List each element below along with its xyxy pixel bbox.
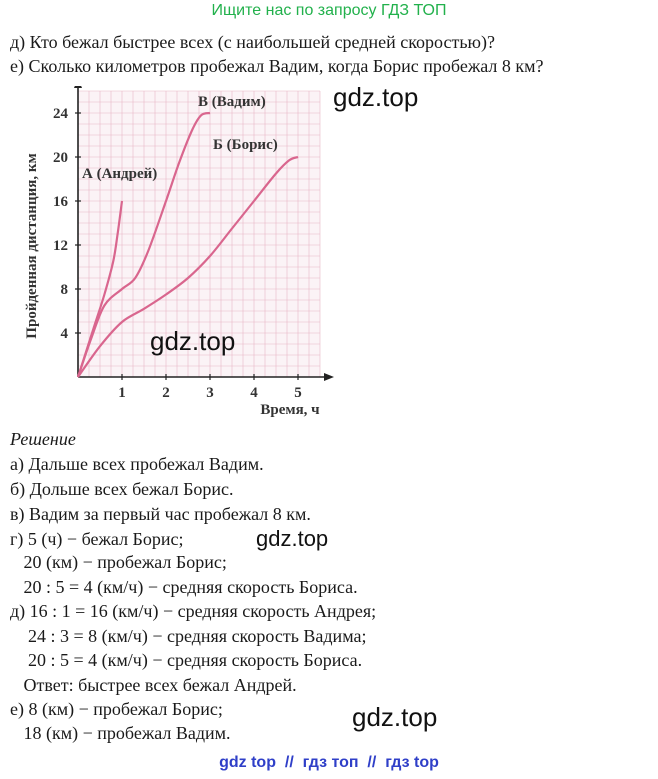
footer-separator: // xyxy=(284,754,294,771)
distance-time-chart: 1 2 3 4 5 4 8 12 16 20 24 Время, ч Пройденная дистан… xyxy=(10,78,340,426)
question-d: д) Кто бежал быстрее всех (с наибольшей … xyxy=(10,32,495,52)
y-tick-label: 4 xyxy=(61,326,69,342)
watermark: gdz.top xyxy=(333,82,419,112)
solution-line: б) Дольше всех бежал Борис. xyxy=(10,479,234,499)
x-tick-label: 3 xyxy=(206,385,214,401)
y-tick-label: 16 xyxy=(53,194,69,210)
solution-line: 20 (км) − пробежал Борис; xyxy=(10,552,227,572)
footer-separator: // xyxy=(367,754,377,771)
watermark: gdz.top xyxy=(150,326,236,356)
solution-line: а) Дальше всех пробежал Вадим. xyxy=(10,454,264,474)
x-axis-arrow xyxy=(324,373,334,381)
solution-line: д) 16 : 1 = 16 (км/ч) − средняя скорость… xyxy=(10,601,377,621)
y-tick-label: 24 xyxy=(53,106,69,122)
site-banner: Ищите нас по запросу ГДЗ ТОП xyxy=(211,2,447,19)
series-line xyxy=(77,155,299,378)
watermark: gdz.top xyxy=(352,702,438,732)
series-label: Б (Борис) xyxy=(213,137,278,153)
solution-line: 20 : 5 = 4 (км/ч) − средняя скорость Бор… xyxy=(10,650,363,670)
solution-line: в) Вадим за первый час пробежал 8 км. xyxy=(10,504,311,524)
series-line xyxy=(76,111,211,378)
solution-line: Ответ: быстрее всех бежал Андрей. xyxy=(10,675,297,695)
watermark: gdz.top xyxy=(256,526,329,551)
footer: gdz top // гдз топ // гдз top xyxy=(0,754,658,772)
solution-line: 24 : 3 = 8 (км/ч) − средняя скорость Вад… xyxy=(10,626,367,646)
solution-line: 18 (км) − пробежал Вадим. xyxy=(10,723,231,743)
footer-link[interactable]: гдз топ xyxy=(302,754,359,771)
solution-title: Решение xyxy=(10,429,76,449)
solution-line: е) 8 (км) − пробежал Борис; xyxy=(10,699,223,719)
y-tick-label: 8 xyxy=(61,282,69,298)
question-e: е) Сколько километров пробежал Вадим, ко… xyxy=(10,56,544,76)
x-tick-label: 1 xyxy=(118,385,126,401)
series-label: В (Вадим) xyxy=(198,94,266,110)
footer-link[interactable]: гдз top xyxy=(385,754,439,771)
y-axis-arrow xyxy=(74,78,82,88)
footer-link[interactable]: gdz top xyxy=(219,754,276,771)
x-axis-label: Время, ч xyxy=(260,402,320,418)
x-tick-label: 4 xyxy=(250,385,258,401)
x-tick-label: 2 xyxy=(162,385,170,401)
x-tick-label: 5 xyxy=(294,385,302,401)
series-label: А (Андрей) xyxy=(82,166,157,182)
y-axis-label: Пройденная дистанция, км xyxy=(24,153,40,338)
y-tick-label: 12 xyxy=(53,238,68,254)
solution-line: 20 : 5 = 4 (км/ч) − средняя скорость Бор… xyxy=(10,577,358,597)
y-tick-label: 20 xyxy=(53,150,68,166)
solution-line: г) 5 (ч) − бежал Борис; xyxy=(10,529,184,549)
